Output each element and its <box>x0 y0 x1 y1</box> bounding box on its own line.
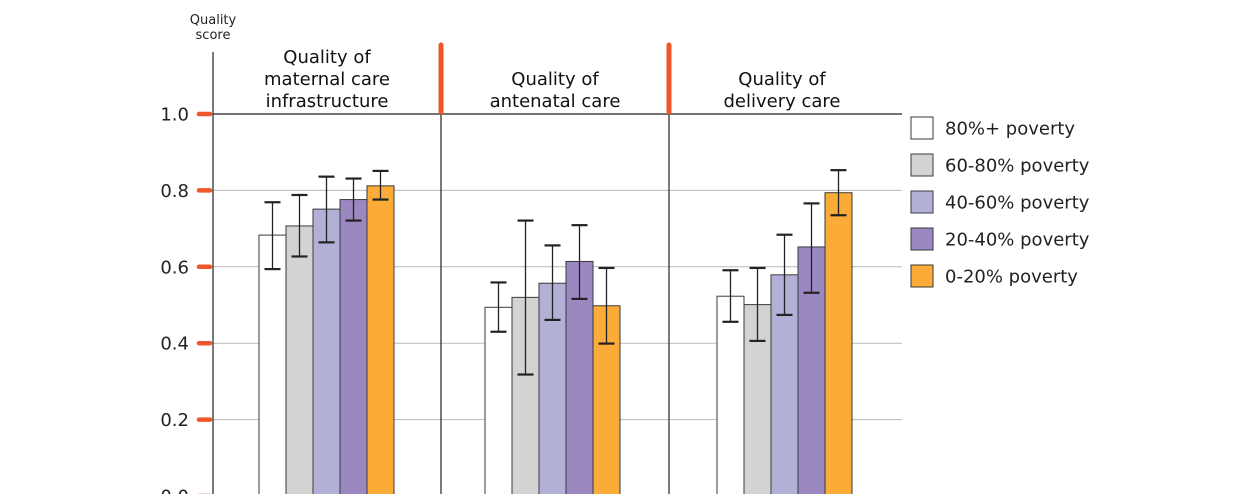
panel-title-line: maternal care <box>264 69 390 90</box>
bar <box>484 306 513 494</box>
legend-swatch <box>910 227 934 251</box>
panel-title-line: infrastructure <box>266 91 389 112</box>
y-axis-title-line: score <box>196 28 231 43</box>
y-tick-label: 1.0 <box>160 105 189 126</box>
panel-title-line: delivery care <box>723 91 840 112</box>
y-tick-label: 0.0 <box>160 487 189 494</box>
legend-swatch <box>910 116 934 140</box>
legend-label: 0-20% poverty <box>945 267 1078 288</box>
bar <box>312 208 341 494</box>
y-tick-label: 0.4 <box>160 334 189 355</box>
legend-swatch <box>910 264 934 288</box>
legend-swatch <box>910 153 934 177</box>
bar <box>339 199 368 494</box>
panel-title-line: antenatal care <box>490 91 621 112</box>
panel-title-line: Quality of <box>283 47 371 68</box>
panel-title-line: Quality of <box>511 69 599 90</box>
legend-label: 80%+ poverty <box>945 119 1075 140</box>
legend-label: 60-80% poverty <box>945 156 1090 177</box>
panel-title-line: Quality of <box>738 69 826 90</box>
legend-label: 40-60% poverty <box>945 193 1090 214</box>
y-tick-label: 0.6 <box>160 257 189 278</box>
bar <box>285 225 314 494</box>
legend: 80%+ poverty 60-80% poverty 40-60% poverty… <box>910 116 1090 288</box>
bar <box>824 192 853 494</box>
bar <box>258 234 287 494</box>
y-tick-label: 0.8 <box>160 181 189 202</box>
legend-swatch <box>910 190 934 214</box>
bar <box>366 185 395 494</box>
legend-label: 20-40% poverty <box>945 230 1090 251</box>
bar <box>716 295 745 494</box>
bars-layer <box>258 169 853 494</box>
y-tick-label: 0.2 <box>160 410 189 431</box>
y-axis-title-line: Quality <box>190 13 237 28</box>
